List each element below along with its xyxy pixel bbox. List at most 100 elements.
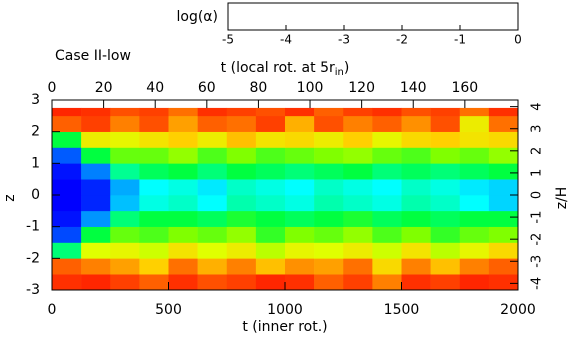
heatmap-cell [197,107,228,117]
heatmap-cell [81,242,111,259]
heatmap-cell [168,242,198,259]
heatmap-cell [226,163,257,180]
heatmap-cell [197,147,228,164]
heatmap-cell [401,258,431,275]
heatmap-cell [314,147,344,164]
heatmap-cell [401,274,431,291]
heatmap-cell [488,274,519,291]
heatmap-cell [52,115,82,132]
heatmap-cell [430,210,461,227]
heatmap-cell [226,131,257,148]
heatmap-cell [110,107,140,117]
heatmap-cell [110,258,140,275]
x2-tick-label: 0 [48,80,57,96]
x-tick-label: 0 [48,302,57,318]
heatmap-cell [343,226,373,243]
heatmap-cell [343,210,373,227]
heatmap-cell [197,163,228,180]
heatmap-cell [343,179,373,196]
y2-tick-label: 1 [530,169,545,177]
heatmap-cell [81,274,111,291]
heatmap-cell [52,210,82,227]
heatmap-cell [285,242,315,259]
heatmap-cell [488,226,519,243]
heatmap-cell [168,258,198,275]
heatmap-cell [81,195,111,212]
heatmap-cell [139,163,169,180]
heatmap-cell [110,274,140,291]
heatmap-cell [168,210,198,227]
heatmap-cell [488,258,519,275]
x2-tick-label: 60 [198,80,216,96]
x-tick-label: 2000 [500,302,536,318]
heatmap-cell [139,242,169,259]
heatmap-cell [168,226,198,243]
colorbar-tick-label: -5 [222,33,234,47]
heatmap-cell [168,115,198,132]
heatmap-cell [110,115,140,132]
heatmap-cell [285,131,315,148]
heatmap-cell [372,258,402,275]
heatmap-cell [401,210,431,227]
heatmap-cell [314,131,344,148]
y-axis-label: z [2,194,18,201]
heatmap-cell [255,210,286,227]
colorbar-label: log(α) [177,9,219,25]
heatmap-cell [255,226,286,243]
heatmap-cell [226,107,257,117]
heatmap-cell [139,274,169,291]
heatmap-cell [401,131,431,148]
heatmap-cell [401,226,431,243]
y-tick-label: -3 [26,282,40,298]
heatmap-cell [255,147,286,164]
heatmap-cell [459,226,490,243]
heatmap-cell [81,115,111,132]
x2-label-text: t (local rot. at 5r [221,60,335,76]
heatmap-cell [314,163,344,180]
heatmap-cell [343,242,373,259]
x2-label-subscript: in [335,67,344,78]
heatmap-cell [459,179,490,196]
y-tick-label: 2 [31,124,40,140]
heatmap-cell [197,242,228,259]
heatmap-cell [285,179,315,196]
heatmap-cell [314,107,344,117]
heatmap-cell [430,107,461,117]
heatmap-cell [488,242,519,259]
x2-axis-label: t (local rot. at 5rin) [221,60,350,78]
heatmap-cell [81,258,111,275]
heatmap-cell [459,115,490,132]
heatmap-cell [110,195,140,212]
x2-label-tail: ) [344,60,349,76]
heatmap-cell [285,210,315,227]
y2-tick-label: 3 [530,125,545,133]
heatmap-cell [52,163,82,180]
heatmap-cell [430,258,461,275]
heatmap-cell [285,274,315,291]
heatmap-cell [139,131,169,148]
x2-tick-label: 80 [250,80,268,96]
heatmap-cell [81,226,111,243]
heatmap-cell [139,258,169,275]
chart-title: Case II-low [55,48,131,64]
heatmap-cell [197,258,228,275]
heatmap-cell [372,107,402,117]
heatmap-cell [226,115,257,132]
x2-tick-label: 100 [297,80,324,96]
heatmap-cell [372,210,402,227]
y2-tick-label: -2 [530,233,545,246]
heatmap-cell [372,274,402,291]
heatmap-cell [372,226,402,243]
heatmap-cell [372,115,402,132]
x-tick-label: 1500 [384,302,420,318]
heatmap-cell [459,131,490,148]
heatmap-cell [488,210,519,227]
y2-tick-label: 4 [530,102,545,110]
heatmap-cell [285,163,315,180]
heatmap-cell [285,258,315,275]
heatmap-cell [488,107,519,117]
heatmap-cell [459,195,490,212]
heatmap-cell [401,195,431,212]
heatmap-cell [401,147,431,164]
heatmap-cell [372,163,402,180]
